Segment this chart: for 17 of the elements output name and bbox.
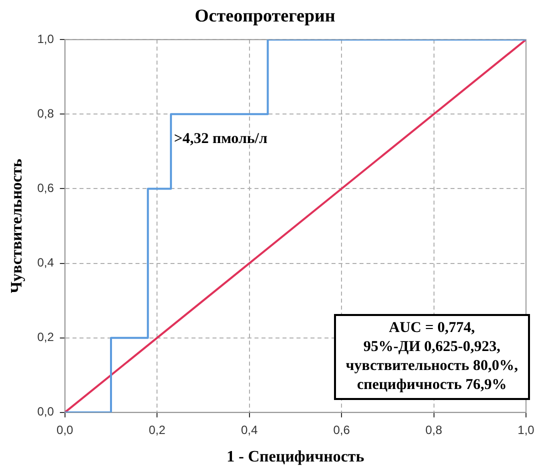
annotation: AUC = 0,774, 95%-ДИ 0,625-0,923, чувствительность 80,0%, специфичность 76,9% — [334, 314, 530, 400]
x-tick-label: 1,0 — [518, 422, 535, 437]
x-tick-label: 0,0 — [56, 422, 74, 437]
x-tick-label: 0,8 — [425, 422, 442, 437]
x-axis-title: 1 - Специфичность — [226, 448, 365, 466]
x-tick-label: 0,4 — [240, 422, 258, 437]
y-tick-label: 0,8 — [37, 106, 54, 120]
chart-title: Остеопротегерин — [194, 5, 336, 26]
annotation: >4,32 пмоль/л — [174, 131, 268, 148]
y-tick-label: 0,6 — [37, 181, 54, 196]
y-tick-label: 0,4 — [37, 256, 54, 270]
y-tick-label: 1,0 — [37, 32, 54, 46]
y-tick-label: 0,2 — [37, 330, 54, 344]
x-tick-label: 0,6 — [333, 422, 350, 437]
y-tick-label: 0,0 — [37, 404, 54, 419]
y-axis-title: Чувствительность — [8, 158, 26, 294]
x-tick-label: 0,2 — [148, 422, 166, 437]
